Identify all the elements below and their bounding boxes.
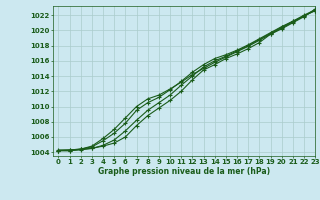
X-axis label: Graphe pression niveau de la mer (hPa): Graphe pression niveau de la mer (hPa) <box>98 167 270 176</box>
